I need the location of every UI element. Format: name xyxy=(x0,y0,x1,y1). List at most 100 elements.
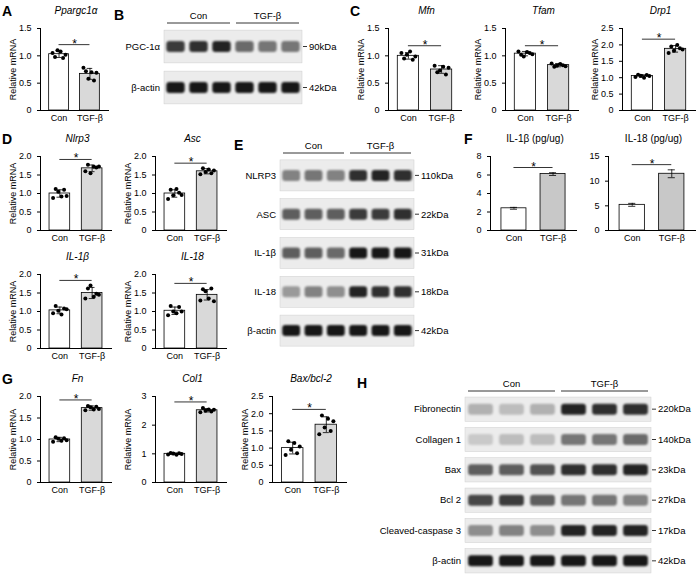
svg-text:*: * xyxy=(72,37,77,51)
svg-text:TGF-β: TGF-β xyxy=(591,378,619,389)
svg-text:1.0: 1.0 xyxy=(251,443,264,453)
svg-text:4: 4 xyxy=(476,188,481,198)
svg-text:42kDa: 42kDa xyxy=(309,82,337,93)
svg-text:140kDa: 140kDa xyxy=(658,434,691,445)
svg-text:0: 0 xyxy=(476,225,481,235)
svg-text:1.5: 1.5 xyxy=(19,413,32,423)
svg-text:IL-18: IL-18 xyxy=(254,286,276,297)
svg-text:Con: Con xyxy=(167,485,184,495)
svg-text:Con: Con xyxy=(284,485,301,495)
svg-text:1.5: 1.5 xyxy=(19,170,32,180)
svg-text:0: 0 xyxy=(258,477,263,487)
svg-text:2.0: 2.0 xyxy=(601,40,614,50)
svg-text:Con: Con xyxy=(52,485,69,495)
svg-text:2.5: 2.5 xyxy=(251,391,264,401)
svg-text:2.5: 2.5 xyxy=(601,23,614,33)
svg-text:*: * xyxy=(189,155,194,169)
svg-text:*: * xyxy=(307,401,312,415)
svg-text:Relative mRNA: Relative mRNA xyxy=(123,409,133,471)
svg-text:Collagen 1: Collagen 1 xyxy=(416,434,461,445)
svg-text:*: * xyxy=(540,38,545,52)
svg-text:Con: Con xyxy=(624,233,641,243)
svg-text:NLRP3: NLRP3 xyxy=(245,170,276,181)
svg-text:22kDa: 22kDa xyxy=(421,209,449,220)
svg-text:TGF-β: TGF-β xyxy=(79,485,105,495)
svg-text:2: 2 xyxy=(476,207,481,217)
svg-text:23kDa: 23kDa xyxy=(658,464,686,475)
svg-text:TGF-β: TGF-β xyxy=(194,485,220,495)
svg-text:Con: Con xyxy=(52,351,69,361)
svg-text:β-actin: β-actin xyxy=(247,325,276,336)
svg-text:0.5: 0.5 xyxy=(601,89,614,99)
svg-text:Relative mRNA: Relative mRNA xyxy=(8,163,18,225)
svg-text:6: 6 xyxy=(476,170,481,180)
svg-text:0.5: 0.5 xyxy=(251,460,264,470)
svg-text:2.0: 2.0 xyxy=(134,151,147,161)
svg-text:Bcl 2: Bcl 2 xyxy=(440,494,461,505)
svg-text:Con: Con xyxy=(167,233,184,243)
svg-text:0.5: 0.5 xyxy=(484,78,497,88)
svg-text:*: * xyxy=(650,157,655,171)
svg-text:Relative mRNA: Relative mRNA xyxy=(123,163,133,225)
svg-text:Con: Con xyxy=(506,233,523,243)
svg-text:*: * xyxy=(657,31,662,45)
svg-text:1.5: 1.5 xyxy=(19,288,32,298)
svg-text:TGF-β: TGF-β xyxy=(194,351,220,361)
svg-text:1.5: 1.5 xyxy=(251,426,264,436)
svg-text:Con: Con xyxy=(400,113,417,123)
svg-text:0: 0 xyxy=(26,225,31,235)
svg-text:1.5: 1.5 xyxy=(134,288,147,298)
svg-text:0.5: 0.5 xyxy=(19,325,32,335)
svg-text:2.0: 2.0 xyxy=(19,391,32,401)
svg-text:0.5: 0.5 xyxy=(367,78,380,88)
svg-text:0: 0 xyxy=(141,477,146,487)
svg-text:0.5: 0.5 xyxy=(19,207,32,217)
svg-text:TGF-β: TGF-β xyxy=(194,233,220,243)
svg-text:TGF-β: TGF-β xyxy=(540,233,566,243)
svg-text:10: 10 xyxy=(589,176,599,186)
svg-text:*: * xyxy=(423,38,428,52)
svg-text:1.0: 1.0 xyxy=(134,188,147,198)
svg-text:0: 0 xyxy=(141,225,146,235)
svg-text:0: 0 xyxy=(26,477,31,487)
svg-text:18kDa: 18kDa xyxy=(421,286,449,297)
svg-text:*: * xyxy=(74,392,79,406)
svg-text:Con: Con xyxy=(52,233,69,243)
svg-text:0: 0 xyxy=(608,105,613,115)
svg-text:TGF-β: TGF-β xyxy=(79,351,105,361)
svg-text:3: 3 xyxy=(141,391,146,401)
svg-text:110kDa: 110kDa xyxy=(421,170,454,181)
svg-text:1.5: 1.5 xyxy=(19,23,32,33)
svg-text:Fibronectin: Fibronectin xyxy=(414,403,461,414)
svg-text:PGC-1α: PGC-1α xyxy=(125,41,160,52)
svg-text:Con: Con xyxy=(305,140,322,151)
svg-text:1.5: 1.5 xyxy=(601,56,614,66)
svg-text:β-actin: β-actin xyxy=(131,82,160,93)
svg-text:8: 8 xyxy=(476,151,481,161)
svg-text:0.5: 0.5 xyxy=(19,456,32,466)
svg-text:TGF-β: TGF-β xyxy=(77,113,103,123)
svg-text:1.0: 1.0 xyxy=(601,73,614,83)
svg-text:2.0: 2.0 xyxy=(251,409,264,419)
svg-text:2.0: 2.0 xyxy=(134,269,147,279)
svg-text:0.5: 0.5 xyxy=(134,207,147,217)
svg-text:TGF-β: TGF-β xyxy=(79,233,105,243)
svg-text:Con: Con xyxy=(517,113,534,123)
svg-text:Relative mRNA: Relative mRNA xyxy=(356,39,366,101)
svg-text:2.0: 2.0 xyxy=(19,151,32,161)
svg-text:220kDa: 220kDa xyxy=(658,403,691,414)
svg-text:0: 0 xyxy=(594,225,599,235)
svg-text:ASC: ASC xyxy=(256,209,276,220)
svg-text:Bax: Bax xyxy=(445,464,462,475)
svg-text:42kDa: 42kDa xyxy=(658,555,686,566)
svg-text:42kDa: 42kDa xyxy=(421,325,449,336)
svg-text:*: * xyxy=(74,151,79,165)
svg-text:IL-1β: IL-1β xyxy=(254,247,276,258)
svg-text:1.0: 1.0 xyxy=(134,306,147,316)
svg-text:Con: Con xyxy=(167,351,184,361)
svg-text:Relative mRNA: Relative mRNA xyxy=(590,39,600,101)
svg-text:1.5: 1.5 xyxy=(134,170,147,180)
svg-text:1.0: 1.0 xyxy=(19,51,32,61)
svg-text:Con: Con xyxy=(51,113,68,123)
svg-text:*: * xyxy=(531,160,536,174)
